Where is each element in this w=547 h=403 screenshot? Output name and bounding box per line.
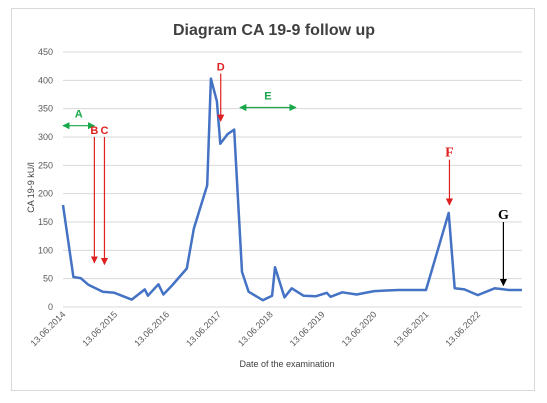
annotation-label-a: A xyxy=(75,109,83,121)
y-tick-label: 400 xyxy=(38,75,53,85)
annotation-label-c: C xyxy=(100,125,108,137)
y-axis-title: CA 19-9 kU/l xyxy=(26,162,36,213)
y-tick-label: 450 xyxy=(38,47,53,57)
annotation-label-d: D xyxy=(217,62,225,74)
y-tick-label: 250 xyxy=(38,160,53,170)
chart-title: Diagram CA 19-9 follow up xyxy=(173,22,375,39)
x-tick-label: 13.06.2019 xyxy=(288,309,327,348)
x-tick-label: 13.06.2015 xyxy=(80,309,119,348)
annotation-label-g: G xyxy=(498,208,509,223)
annotation-label-f: F xyxy=(445,146,454,161)
y-tick-label: 50 xyxy=(43,274,53,284)
y-tick-label: 200 xyxy=(38,189,53,199)
y-tick-label: 150 xyxy=(38,217,53,227)
x-tick-label: 13.06.2018 xyxy=(236,309,275,348)
x-tick-label: 13.06.2020 xyxy=(340,309,379,348)
annotation-label-e: E xyxy=(264,91,271,103)
x-tick-label: 13.06.2014 xyxy=(28,309,67,348)
y-tick-label: 300 xyxy=(38,132,53,142)
x-tick-label: 13.06.2017 xyxy=(184,309,223,348)
x-tick-label: 13.06.2021 xyxy=(392,309,431,348)
x-axis-title: Date of the examination xyxy=(239,359,334,369)
x-tick-label: 13.06.2016 xyxy=(132,309,171,348)
annotation-label-b: B xyxy=(90,125,98,137)
y-tick-label: 0 xyxy=(48,302,53,312)
x-tick-label: 13.06.2022 xyxy=(443,309,482,348)
chart-frame: Diagram CA 19-9 follow up 0 50 100 150 200 250… xyxy=(11,8,535,391)
y-tick-label: 350 xyxy=(38,104,53,114)
series-line xyxy=(63,79,522,301)
line-chart: Diagram CA 19-9 follow up 0 50 100 150 200 250… xyxy=(12,9,536,392)
y-tick-label: 100 xyxy=(38,245,53,255)
